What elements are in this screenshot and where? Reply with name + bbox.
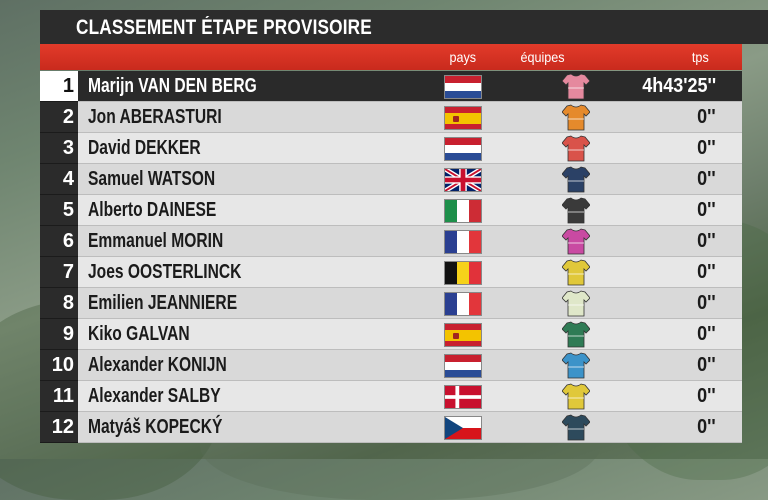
team-jersey-icon <box>561 104 591 131</box>
team-jersey-icon <box>561 73 591 100</box>
time-value: 0'' <box>697 323 716 345</box>
table-row: 5 Alberto DAINESE 0'' <box>40 195 742 226</box>
team-jersey-icon <box>561 228 591 255</box>
team-jersey-icon <box>561 321 591 348</box>
rank-number: 9 <box>40 319 78 350</box>
rank-number: 10 <box>40 350 78 381</box>
rider-name: Samuel WATSON <box>88 168 216 190</box>
row-body: Samuel WATSON 0'' <box>78 164 742 195</box>
netherlands-flag-icon <box>444 75 482 99</box>
row-body: Joes OOSTERLINCK 0'' <box>78 257 742 288</box>
rider-name: Alberto DAINESE <box>88 199 217 221</box>
team-jersey-icon <box>561 197 591 224</box>
time-value: 0'' <box>697 137 716 159</box>
rank-number: 5 <box>40 195 78 226</box>
time-value: 0'' <box>697 168 716 190</box>
page-title: CLASSEMENT ÉTAPE PROVISOIRE <box>76 16 372 39</box>
column-header-time: tps <box>691 49 709 65</box>
france-flag-icon <box>444 230 482 254</box>
table-row: 12 Matyáš KOPECKÝ 0'' <box>40 412 742 443</box>
belgium-flag-icon <box>444 261 482 285</box>
team-jersey-icon <box>561 290 591 317</box>
row-body: Kiko GALVAN 0'' <box>78 319 742 350</box>
row-body: Emilien JEANNIERE 0'' <box>78 288 742 319</box>
team-jersey-icon <box>561 414 591 441</box>
rider-name: Marijn VAN DEN BERG <box>88 75 257 97</box>
row-body: Alexander KONIJN 0'' <box>78 350 742 381</box>
rank-number: 11 <box>40 381 78 412</box>
table-row: 2 Jon ABERASTURI 0'' <box>40 102 742 133</box>
denmark-flag-icon <box>444 385 482 409</box>
united-kingdom-flag-icon <box>444 168 482 192</box>
table-row: 6 Emmanuel MORIN 0'' <box>40 226 742 257</box>
rider-name: Emmanuel MORIN <box>88 230 224 252</box>
column-header-teams: équipes <box>520 49 565 65</box>
italy-flag-icon <box>444 199 482 223</box>
table-row: 1 Marijn VAN DEN BERG 4h43'25'' <box>40 71 742 102</box>
rider-name: Joes OOSTERLINCK <box>88 261 242 283</box>
rank-number: 8 <box>40 288 78 319</box>
rank-number: 7 <box>40 257 78 288</box>
spain-flag-icon <box>444 323 482 347</box>
team-jersey-icon <box>561 352 591 379</box>
time-value: 4h43'25'' <box>642 75 716 97</box>
table-row: 8 Emilien JEANNIERE 0'' <box>40 288 742 319</box>
row-body: Alexander SALBY 0'' <box>78 381 742 412</box>
table-row: 11 Alexander SALBY 0'' <box>40 381 742 412</box>
rank-number: 6 <box>40 226 78 257</box>
team-jersey-icon <box>561 259 591 286</box>
table-row: 10 Alexander KONIJN 0'' <box>40 350 742 381</box>
time-value: 0'' <box>697 199 716 221</box>
rider-name: Emilien JEANNIERE <box>88 292 238 314</box>
rank-number: 1 <box>40 71 78 102</box>
rider-name: Alexander SALBY <box>88 385 221 407</box>
rank-number: 12 <box>40 412 78 443</box>
table-row: 3 David DEKKER 0'' <box>40 133 742 164</box>
column-header-country: pays <box>449 49 477 65</box>
column-header-bar: pays équipes tps <box>40 44 742 70</box>
time-value: 0'' <box>697 261 716 283</box>
time-value: 0'' <box>697 106 716 128</box>
row-body: Jon ABERASTURI 0'' <box>78 102 742 133</box>
title-bar: CLASSEMENT ÉTAPE PROVISOIRE <box>40 10 768 44</box>
row-body: David DEKKER 0'' <box>78 133 742 164</box>
rider-name: Kiko GALVAN <box>88 323 190 345</box>
rider-name: Alexander KONIJN <box>88 354 227 376</box>
rider-name: Matyáš KOPECKÝ <box>88 416 223 438</box>
rank-number: 4 <box>40 164 78 195</box>
netherlands-flag-icon <box>444 354 482 378</box>
time-value: 0'' <box>697 292 716 314</box>
table-row: 4 Samuel WATSON 0'' <box>40 164 742 195</box>
table-row: 7 Joes OOSTERLINCK 0'' <box>40 257 742 288</box>
table-row: 9 Kiko GALVAN 0'' <box>40 319 742 350</box>
time-value: 0'' <box>697 385 716 407</box>
time-value: 0'' <box>697 230 716 252</box>
row-body: Emmanuel MORIN 0'' <box>78 226 742 257</box>
row-body: Marijn VAN DEN BERG 4h43'25'' <box>78 71 742 102</box>
netherlands-flag-icon <box>444 137 482 161</box>
time-value: 0'' <box>697 416 716 438</box>
row-body: Alberto DAINESE 0'' <box>78 195 742 226</box>
rank-number: 3 <box>40 133 78 164</box>
france-flag-icon <box>444 292 482 316</box>
team-jersey-icon <box>561 166 591 193</box>
rider-name: Jon ABERASTURI <box>88 106 222 128</box>
standings-table: 1 Marijn VAN DEN BERG 4h43'25'' 2 Jon ABERAS… <box>40 71 742 443</box>
team-jersey-icon <box>561 383 591 410</box>
team-jersey-icon <box>561 135 591 162</box>
rank-number: 2 <box>40 102 78 133</box>
rider-name: David DEKKER <box>88 137 201 159</box>
spain-flag-icon <box>444 106 482 130</box>
row-body: Matyáš KOPECKÝ 0'' <box>78 412 742 443</box>
time-value: 0'' <box>697 354 716 376</box>
czech-flag-icon <box>444 416 482 440</box>
